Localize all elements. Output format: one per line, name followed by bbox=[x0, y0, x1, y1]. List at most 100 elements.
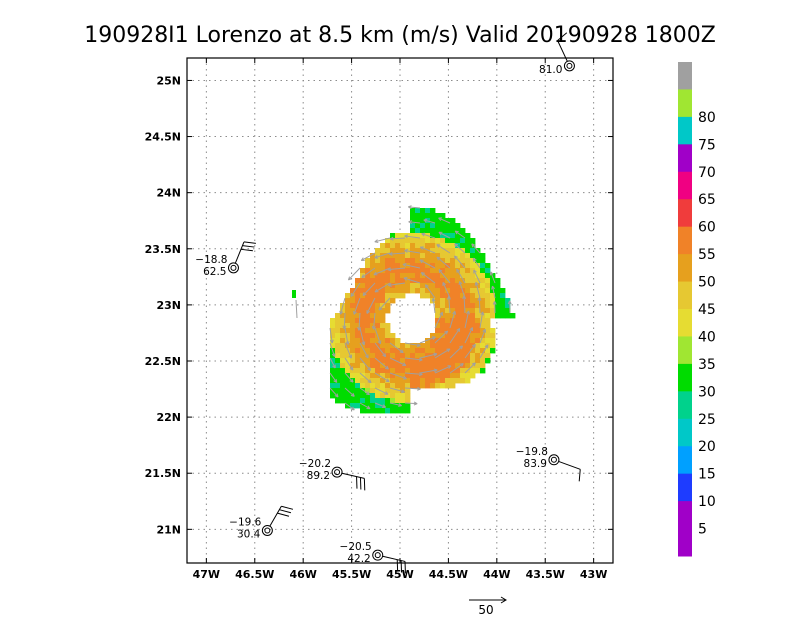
wind-field-cell bbox=[430, 343, 435, 348]
wind-field-cell bbox=[480, 273, 485, 278]
wind-field-cell bbox=[390, 278, 395, 283]
wind-field-cell bbox=[425, 348, 430, 353]
wind-field-cell bbox=[385, 278, 390, 283]
wind-field-cell bbox=[480, 368, 485, 373]
wind-field-cell bbox=[335, 323, 340, 328]
wind-arrow-head bbox=[351, 409, 354, 410]
wind-field-cell bbox=[380, 398, 385, 403]
wind-field-cell bbox=[485, 288, 490, 293]
wind-field-cell bbox=[470, 288, 475, 293]
wind-field-cell bbox=[350, 343, 355, 348]
wind-field-cell bbox=[340, 373, 345, 378]
wind-field-cell bbox=[380, 248, 385, 253]
wind-field-cell bbox=[470, 353, 475, 358]
wind-field-cell bbox=[440, 328, 445, 333]
station-barb bbox=[579, 469, 580, 481]
wind-field-cell bbox=[445, 268, 450, 273]
wind-arrow-head bbox=[401, 392, 404, 393]
wind-field-cell bbox=[465, 278, 470, 283]
wind-field-cell bbox=[420, 378, 425, 383]
wind-field-cell bbox=[370, 308, 375, 313]
wind-field-cell bbox=[390, 408, 395, 413]
station-barb bbox=[242, 246, 254, 247]
wind-field-cell bbox=[370, 358, 375, 363]
station-height-label: 89.2 bbox=[307, 470, 330, 482]
wind-field-cell bbox=[420, 253, 425, 258]
wind-field-cell bbox=[420, 238, 425, 243]
wind-field-cell bbox=[365, 358, 370, 363]
wind-field-cell bbox=[335, 363, 340, 368]
wind-field-cell bbox=[345, 368, 350, 373]
colorbar-label: 65 bbox=[698, 192, 716, 208]
wind-field-cell bbox=[395, 408, 400, 413]
wind-field-cell bbox=[370, 343, 375, 348]
wind-field-cell bbox=[445, 318, 450, 323]
wind-field-cell bbox=[470, 303, 475, 308]
wind-arrow-head bbox=[424, 219, 427, 220]
wind-field-cell bbox=[470, 318, 475, 323]
wind-field-cell bbox=[375, 318, 380, 323]
colorbar-swatch bbox=[678, 172, 692, 200]
wind-field-cell bbox=[365, 268, 370, 273]
wind-field-cell bbox=[440, 343, 445, 348]
wind-field-cell bbox=[445, 253, 450, 258]
wind-field-cell bbox=[450, 358, 455, 363]
wind-field-cell bbox=[335, 398, 340, 403]
wind-field-cell bbox=[365, 293, 370, 298]
wind-field-cell bbox=[410, 223, 415, 228]
wind-field-cell bbox=[360, 268, 365, 273]
wind-field-cell bbox=[350, 318, 355, 323]
wind-field-cell bbox=[425, 363, 430, 368]
wind-field-cell bbox=[505, 313, 510, 318]
wind-field-cell bbox=[410, 288, 415, 293]
wind-field-cell bbox=[440, 288, 445, 293]
wind-field-cell bbox=[350, 333, 355, 338]
wind-field-cell bbox=[395, 243, 400, 248]
wind-field-cell bbox=[350, 298, 355, 303]
wind-field-cell bbox=[495, 283, 500, 288]
wind-field-cell bbox=[405, 243, 410, 248]
wind-field-cell bbox=[430, 258, 435, 263]
wind-field-cell bbox=[375, 258, 380, 263]
colorbar-swatch bbox=[678, 89, 692, 117]
wind-arrow-head bbox=[475, 344, 476, 347]
wind-field-cell bbox=[475, 353, 480, 358]
wind-field-cell bbox=[340, 368, 345, 373]
wind-field-cell bbox=[460, 268, 465, 273]
wind-field-cell bbox=[370, 353, 375, 358]
colorbar-label: 20 bbox=[698, 439, 716, 455]
wind-field-cell bbox=[375, 283, 380, 288]
wind-field-cell bbox=[390, 398, 395, 403]
wind-field-cell bbox=[445, 228, 450, 233]
wind-field-cell bbox=[345, 318, 350, 323]
wind-field-cell bbox=[345, 323, 350, 328]
wind-field-cell bbox=[350, 338, 355, 343]
wind-field-cell bbox=[470, 253, 475, 258]
wind-field-cell bbox=[450, 218, 455, 223]
wind-field-cell bbox=[460, 348, 465, 353]
station-height-label: 42.2 bbox=[347, 553, 370, 565]
wind-field-cell bbox=[465, 288, 470, 293]
wind-field-cell bbox=[390, 353, 395, 358]
wind-field-cell bbox=[345, 293, 350, 298]
wind-field-cell bbox=[395, 258, 400, 263]
wind-field-cell bbox=[385, 403, 390, 408]
station-height-label: 81.0 bbox=[539, 64, 562, 76]
wind-field-cell bbox=[390, 258, 395, 263]
wind-field-cell bbox=[420, 278, 425, 283]
station-temp-label: −18.8 bbox=[195, 254, 227, 266]
station-height-label: 83.9 bbox=[524, 458, 547, 470]
y-tick-label: 23N bbox=[156, 299, 181, 312]
wind-field-cell bbox=[460, 338, 465, 343]
wind-field-cell bbox=[365, 298, 370, 303]
wind-field-cell bbox=[445, 353, 450, 358]
wind-field-cell bbox=[390, 368, 395, 373]
wind-field-cell bbox=[445, 343, 450, 348]
wind-field-cell bbox=[430, 378, 435, 383]
wind-field-cell bbox=[350, 328, 355, 333]
colorbar-swatch bbox=[678, 62, 692, 90]
wind-field-cell bbox=[385, 293, 390, 298]
wind-field-cell bbox=[435, 288, 440, 293]
station-marker bbox=[549, 455, 559, 465]
wind-field-cell bbox=[410, 273, 415, 278]
